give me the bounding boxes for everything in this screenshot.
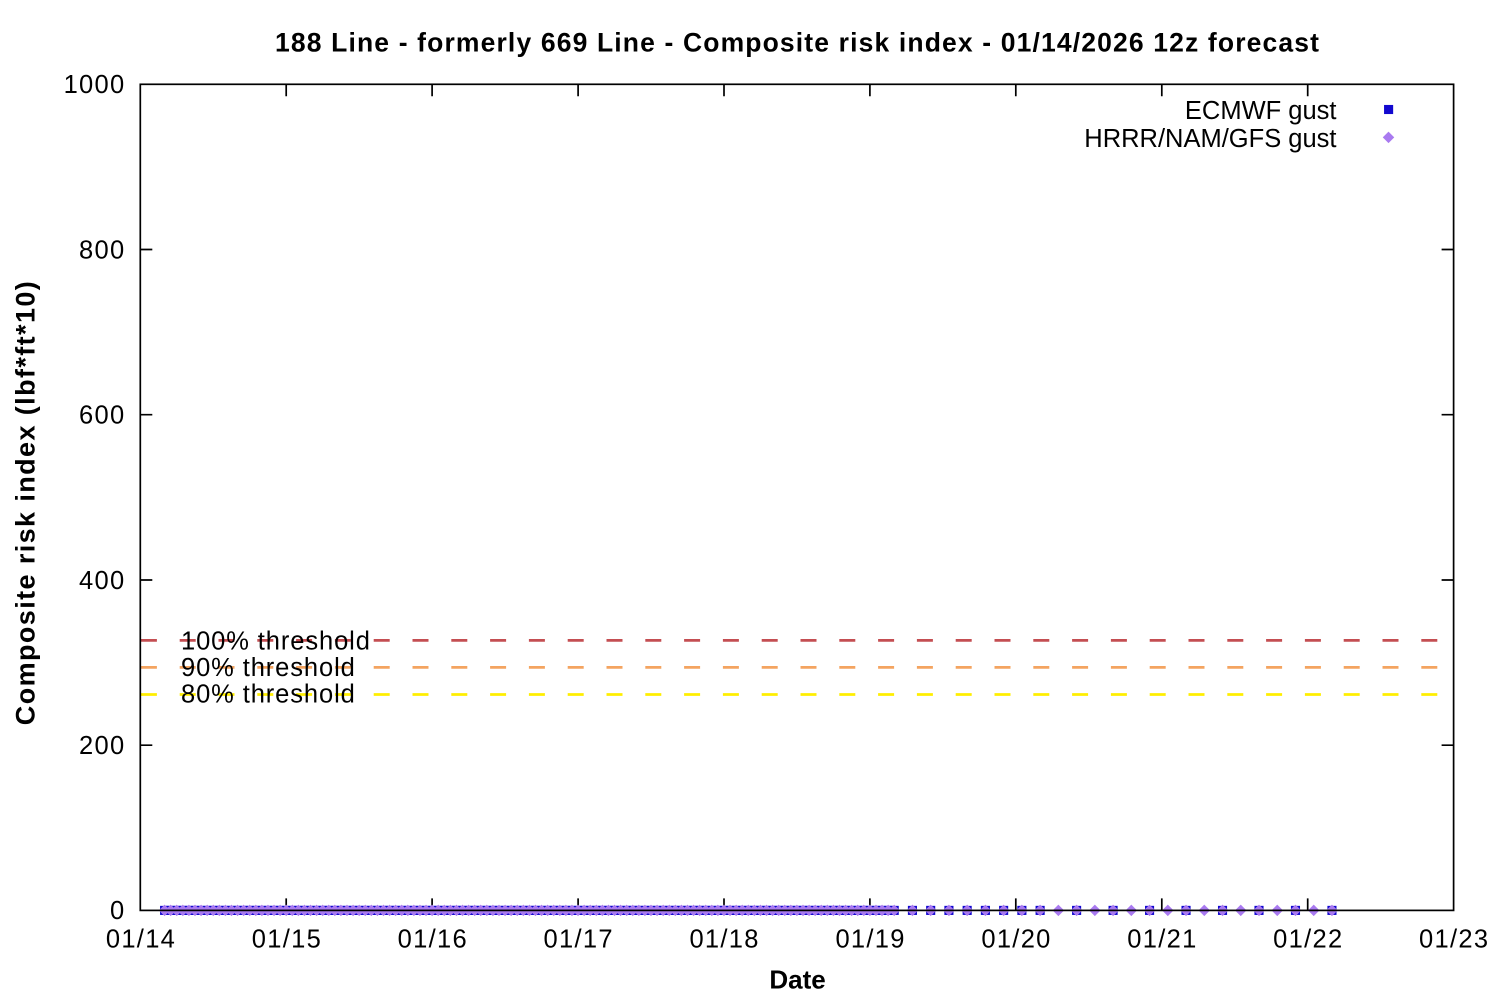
svg-text:01/20: 01/20 [981,926,1051,954]
svg-text:Composite risk index (lbf*ft*1: Composite risk index (lbf*ft*10) [11,280,41,725]
svg-text:01/17: 01/17 [544,926,614,954]
svg-text:01/14: 01/14 [106,926,176,954]
svg-text:1000: 1000 [64,71,126,99]
svg-text:100% threshold: 100% threshold [181,628,371,656]
svg-text:80% threshold: 80% threshold [181,680,356,708]
svg-text:ECMWF gust: ECMWF gust [1185,97,1337,125]
svg-text:Date: Date [769,965,825,995]
svg-text:90% threshold: 90% threshold [181,654,356,682]
svg-text:HRRR/NAM/GFS gust: HRRR/NAM/GFS gust [1084,125,1336,153]
svg-text:200: 200 [79,732,125,760]
svg-text:01/15: 01/15 [252,926,322,954]
svg-text:01/18: 01/18 [689,926,759,954]
svg-text:01/16: 01/16 [398,926,468,954]
svg-text:01/22: 01/22 [1273,926,1343,954]
svg-text:800: 800 [79,236,125,264]
svg-text:01/21: 01/21 [1127,926,1197,954]
svg-text:0: 0 [110,897,125,925]
svg-text:188 Line - formerly 669 Line -: 188 Line - formerly 669 Line - Composite… [275,28,1320,58]
svg-text:01/19: 01/19 [835,926,905,954]
svg-text:600: 600 [79,402,125,430]
svg-text:01/23: 01/23 [1419,926,1489,954]
svg-text:400: 400 [79,567,125,595]
